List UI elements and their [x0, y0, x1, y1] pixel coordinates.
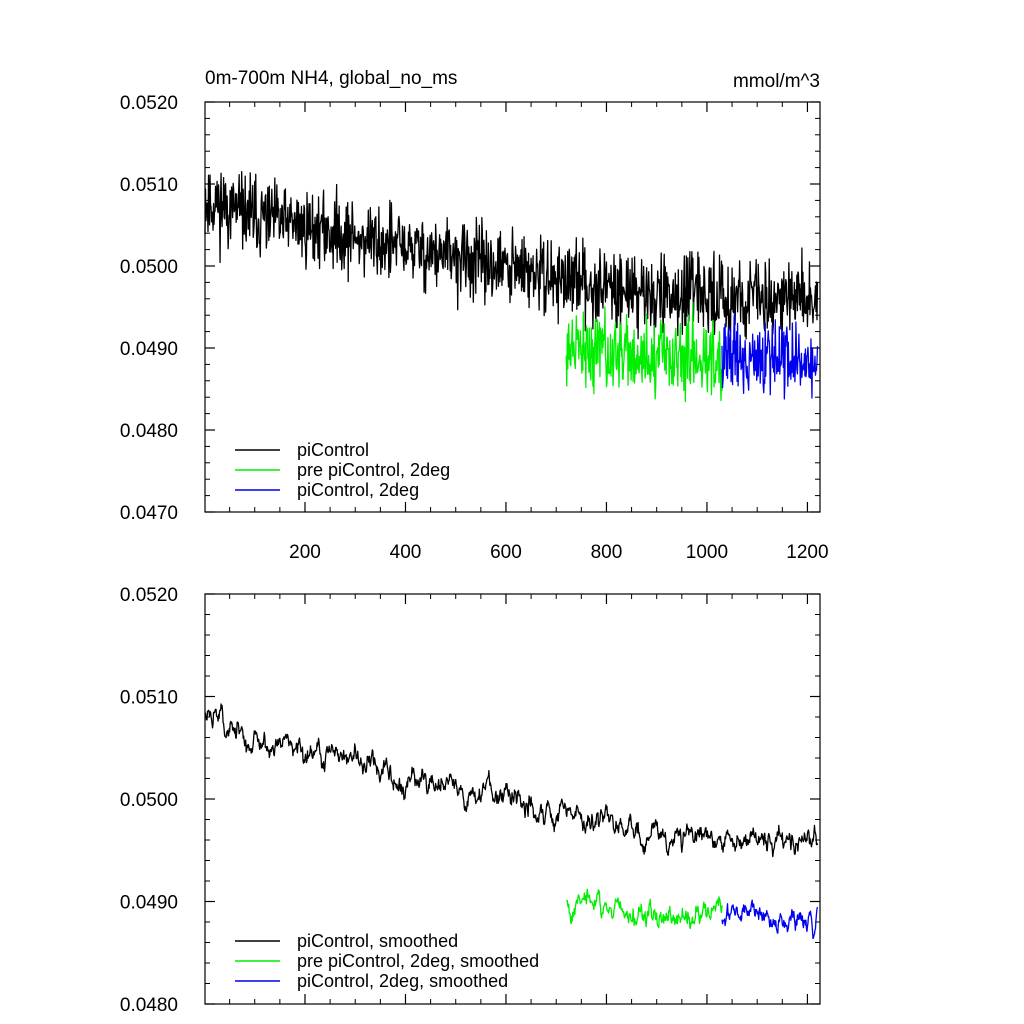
series-line — [565, 888, 723, 930]
series-line — [721, 899, 819, 939]
top-panel-units: mmol/m^3 — [733, 71, 820, 92]
legend-label: pre piControl, 2deg, smoothed — [297, 951, 539, 971]
series-line — [204, 703, 819, 858]
top-panel: 0m-700m NH4, global_no_ms mmol/m^3 0.047… — [120, 68, 829, 563]
x-tick-label: 600 — [490, 542, 522, 563]
y-tick-label: 0.0470 — [120, 503, 178, 524]
bottom-panel-ticks: 0.0480 0.0490 0.0500 0.0510 0.0520 — [120, 585, 820, 1016]
series-line — [204, 170, 819, 345]
y-tick-label: 0.0510 — [120, 688, 178, 709]
y-tick-label: 0.0510 — [120, 175, 178, 196]
legend-label: piControl, 2deg — [297, 480, 419, 500]
bottom-panel: 0.0480 0.0490 0.0500 0.0510 0.0520 piControl… — [120, 585, 821, 1016]
bottom-panel-frame — [204, 593, 821, 1005]
top-panel-frame — [204, 101, 821, 513]
x-tick-label: 1200 — [786, 542, 828, 563]
legend-label: pre piControl, 2deg — [297, 460, 450, 480]
series-line — [721, 312, 819, 400]
y-tick-label: 0.0490 — [120, 339, 178, 360]
y-tick-label: 0.0480 — [120, 995, 178, 1016]
y-tick-label: 0.0520 — [120, 585, 178, 606]
bottom-panel-series — [204, 703, 819, 939]
top-panel-title: 0m-700m NH4, global_no_ms — [205, 68, 457, 89]
y-tick-label: 0.0480 — [120, 421, 178, 442]
top-panel-series — [204, 170, 819, 403]
y-tick-label: 0.0500 — [120, 257, 178, 278]
top-panel-ticks: 0.0470 0.0480 0.0490 0.0500 0.0510 0.0520 200 4… — [120, 93, 829, 563]
x-tick-label: 200 — [289, 542, 321, 563]
x-tick-label: 400 — [390, 542, 422, 563]
y-tick-label: 0.0500 — [120, 790, 178, 811]
y-tick-label: 0.0520 — [120, 93, 178, 114]
y-tick-label: 0.0490 — [120, 893, 178, 914]
legend-label: piControl — [297, 440, 369, 460]
legend-label: piControl, 2deg, smoothed — [297, 971, 508, 991]
x-tick-label: 1000 — [686, 542, 728, 563]
series-line — [565, 301, 723, 403]
x-tick-label: 800 — [591, 542, 623, 563]
legend-label: piControl, smoothed — [297, 931, 458, 951]
